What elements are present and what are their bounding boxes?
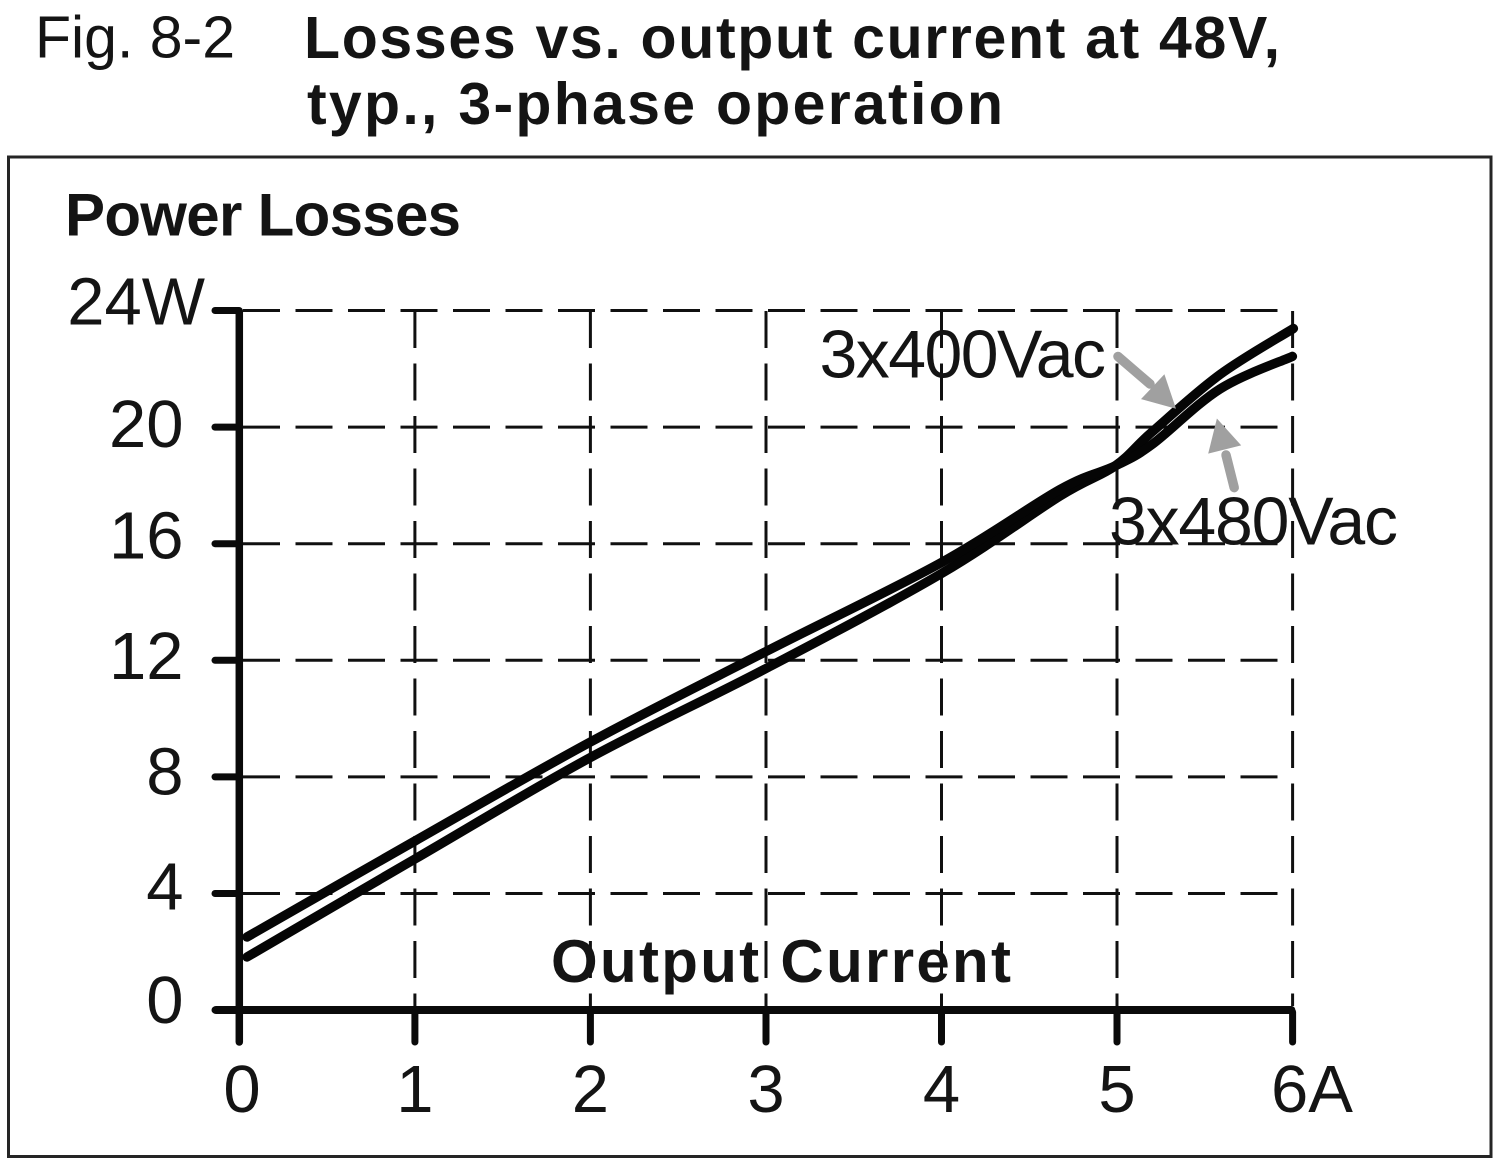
svg-text:3x480Vac: 3x480Vac: [1109, 483, 1398, 559]
svg-text:typ., 3-phase operation: typ., 3-phase operation: [307, 71, 1003, 137]
svg-text:20: 20: [109, 387, 184, 462]
svg-text:24W: 24W: [67, 265, 206, 340]
svg-text:6A: 6A: [1271, 1052, 1353, 1127]
svg-text:0: 0: [223, 1052, 260, 1127]
svg-text:16: 16: [109, 499, 184, 574]
svg-text:Output Current: Output Current: [551, 928, 1011, 995]
svg-text:4: 4: [146, 850, 183, 925]
svg-text:1: 1: [396, 1052, 433, 1127]
svg-text:Losses vs. output current at 4: Losses vs. output current at 48V,: [304, 5, 1280, 71]
svg-text:3x400Vac: 3x400Vac: [820, 317, 1107, 393]
svg-text:12: 12: [109, 619, 184, 694]
svg-text:0: 0: [146, 963, 183, 1038]
svg-text:3: 3: [747, 1052, 784, 1127]
svg-text:2: 2: [572, 1052, 609, 1127]
svg-text:4: 4: [923, 1052, 960, 1127]
svg-text:Fig. 8-2: Fig. 8-2: [35, 5, 235, 71]
svg-text:Power Losses: Power Losses: [65, 182, 461, 249]
svg-text:5: 5: [1098, 1052, 1135, 1127]
svg-text:8: 8: [146, 735, 183, 810]
